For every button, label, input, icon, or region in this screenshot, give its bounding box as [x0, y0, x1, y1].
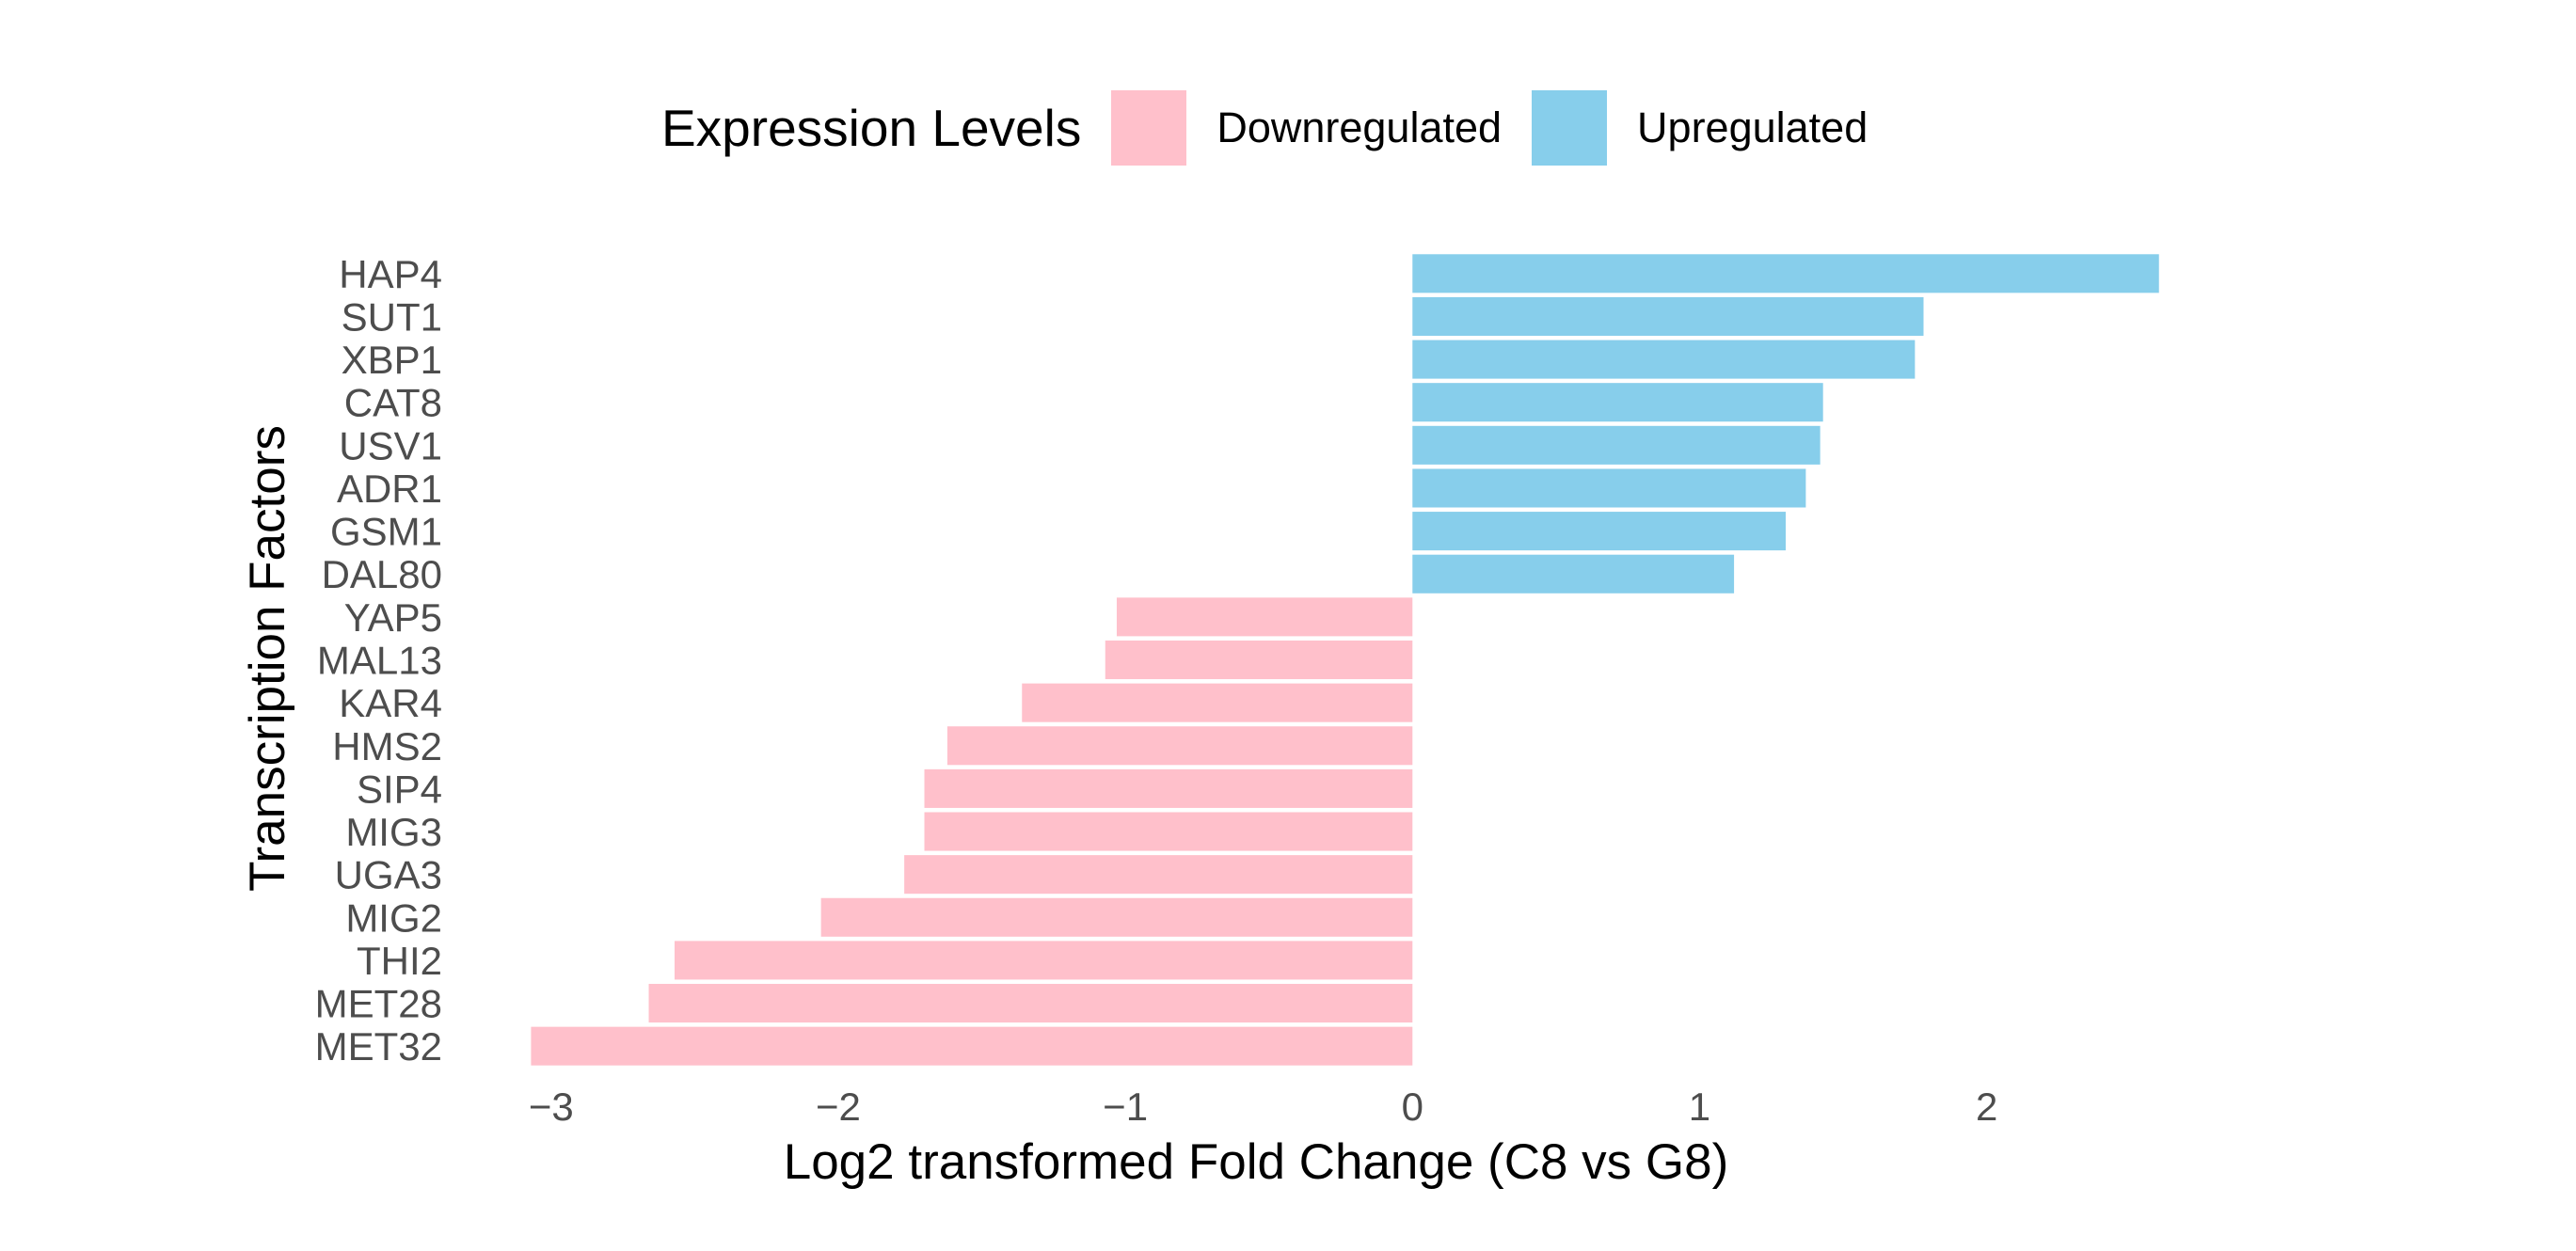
- bar-yap5: [1116, 597, 1413, 637]
- y-tick-label: XBP1: [342, 338, 442, 382]
- x-tick-label: −1: [1103, 1085, 1148, 1129]
- legend-key-downregulated: [1111, 90, 1187, 166]
- y-tick-label: UGA3: [335, 853, 442, 897]
- x-tick-label: 1: [1689, 1085, 1710, 1129]
- bar-sut1: [1412, 296, 1924, 336]
- bars-group: [531, 254, 2159, 1066]
- bar-mal13: [1105, 640, 1413, 680]
- legend-label-downregulated: Downregulated: [1216, 103, 1503, 151]
- bar-gsm1: [1412, 512, 1787, 551]
- y-tick-label: MET28: [315, 982, 442, 1026]
- x-tick-label: 0: [1402, 1085, 1423, 1129]
- bar-cat8: [1412, 383, 1823, 422]
- bar-dal80: [1412, 554, 1735, 594]
- y-tick-label: KAR4: [339, 681, 442, 725]
- x-tick-label: 2: [1976, 1085, 1997, 1129]
- y-axis-title: Transcription Factors: [240, 425, 295, 892]
- bar-kar4: [1022, 683, 1413, 722]
- y-tick-label: MIG2: [345, 895, 442, 940]
- y-tick-label: MET32: [315, 1024, 442, 1069]
- bar-met28: [648, 984, 1413, 1023]
- y-tick-label: CAT8: [344, 381, 442, 425]
- bar-met32: [531, 1026, 1413, 1066]
- y-tick-label: HAP4: [339, 252, 442, 296]
- y-tick-label: MAL13: [317, 639, 442, 683]
- bar-xbp1: [1412, 340, 1916, 379]
- legend-label-upregulated: Upregulated: [1637, 103, 1868, 151]
- y-tick-label: THI2: [357, 939, 442, 983]
- x-tick-labels: −3 −2 −1 0 1 2: [529, 1085, 1997, 1129]
- bar-uga3: [904, 855, 1413, 895]
- x-tick-label: −2: [816, 1085, 861, 1129]
- y-tick-labels: HAP4SUT1XBP1CAT8USV1ADR1GSM1DAL80YAP5MAL…: [315, 252, 442, 1069]
- bar-hms2: [946, 726, 1413, 766]
- bar-mig3: [924, 812, 1413, 851]
- bar-hap4: [1412, 254, 2159, 293]
- legend: Expression Levels Downregulated Upregula…: [661, 90, 1898, 166]
- bar-thi2: [675, 941, 1413, 980]
- bar-sip4: [924, 768, 1413, 808]
- y-tick-label: HMS2: [332, 724, 442, 768]
- legend-title: Expression Levels: [661, 99, 1082, 157]
- bar-usv1: [1412, 425, 1821, 465]
- bar-adr1: [1412, 468, 1806, 508]
- y-tick-label: USV1: [339, 423, 442, 467]
- legend-key-upregulated: [1532, 90, 1608, 166]
- x-tick-label: −3: [529, 1085, 574, 1129]
- y-tick-label: YAP5: [344, 595, 442, 640]
- y-tick-label: DAL80: [322, 552, 442, 596]
- bar-mig2: [820, 897, 1413, 937]
- x-axis-title: Log2 transformed Fold Change (C8 vs G8): [784, 1134, 1729, 1190]
- y-tick-label: SIP4: [357, 767, 442, 811]
- y-tick-label: MIG3: [345, 810, 442, 854]
- y-tick-label: GSM1: [330, 510, 442, 554]
- y-tick-label: SUT1: [342, 294, 442, 339]
- y-tick-label: ADR1: [337, 467, 442, 511]
